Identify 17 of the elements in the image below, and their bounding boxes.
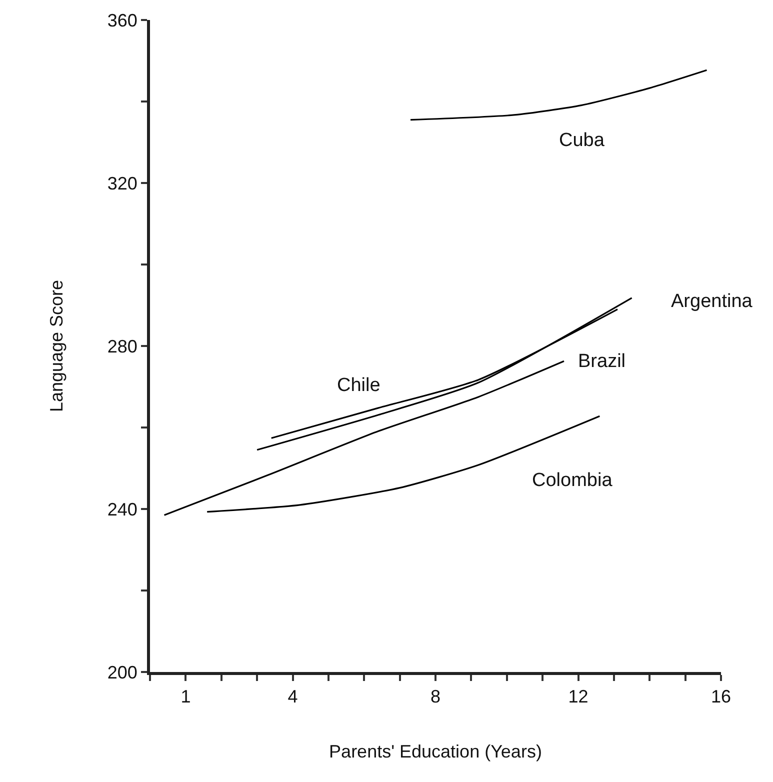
series-label: Colombia	[532, 470, 613, 491]
y-tick-label: 280	[107, 336, 138, 356]
x-tick-label: 1	[180, 686, 191, 707]
series-label: Cuba	[559, 130, 605, 151]
series-label: Chile	[337, 375, 380, 396]
x-axis-title: Parents' Education (Years)	[329, 742, 542, 762]
x-tick-label: 8	[430, 686, 441, 707]
y-tick-label: 240	[107, 499, 138, 520]
text: Argentina	[671, 291, 753, 312]
y-tick-label: 320	[107, 173, 138, 194]
y-axis-title: Language Score	[46, 280, 67, 412]
x-tick-label: 12	[568, 686, 588, 707]
x-tick-label: 4	[288, 686, 298, 707]
y-tick-label: 200	[107, 662, 138, 682]
y-tick-label: 360	[107, 10, 138, 30]
series-label: Brazil	[578, 351, 626, 372]
x-tick-label: 16	[710, 686, 732, 707]
